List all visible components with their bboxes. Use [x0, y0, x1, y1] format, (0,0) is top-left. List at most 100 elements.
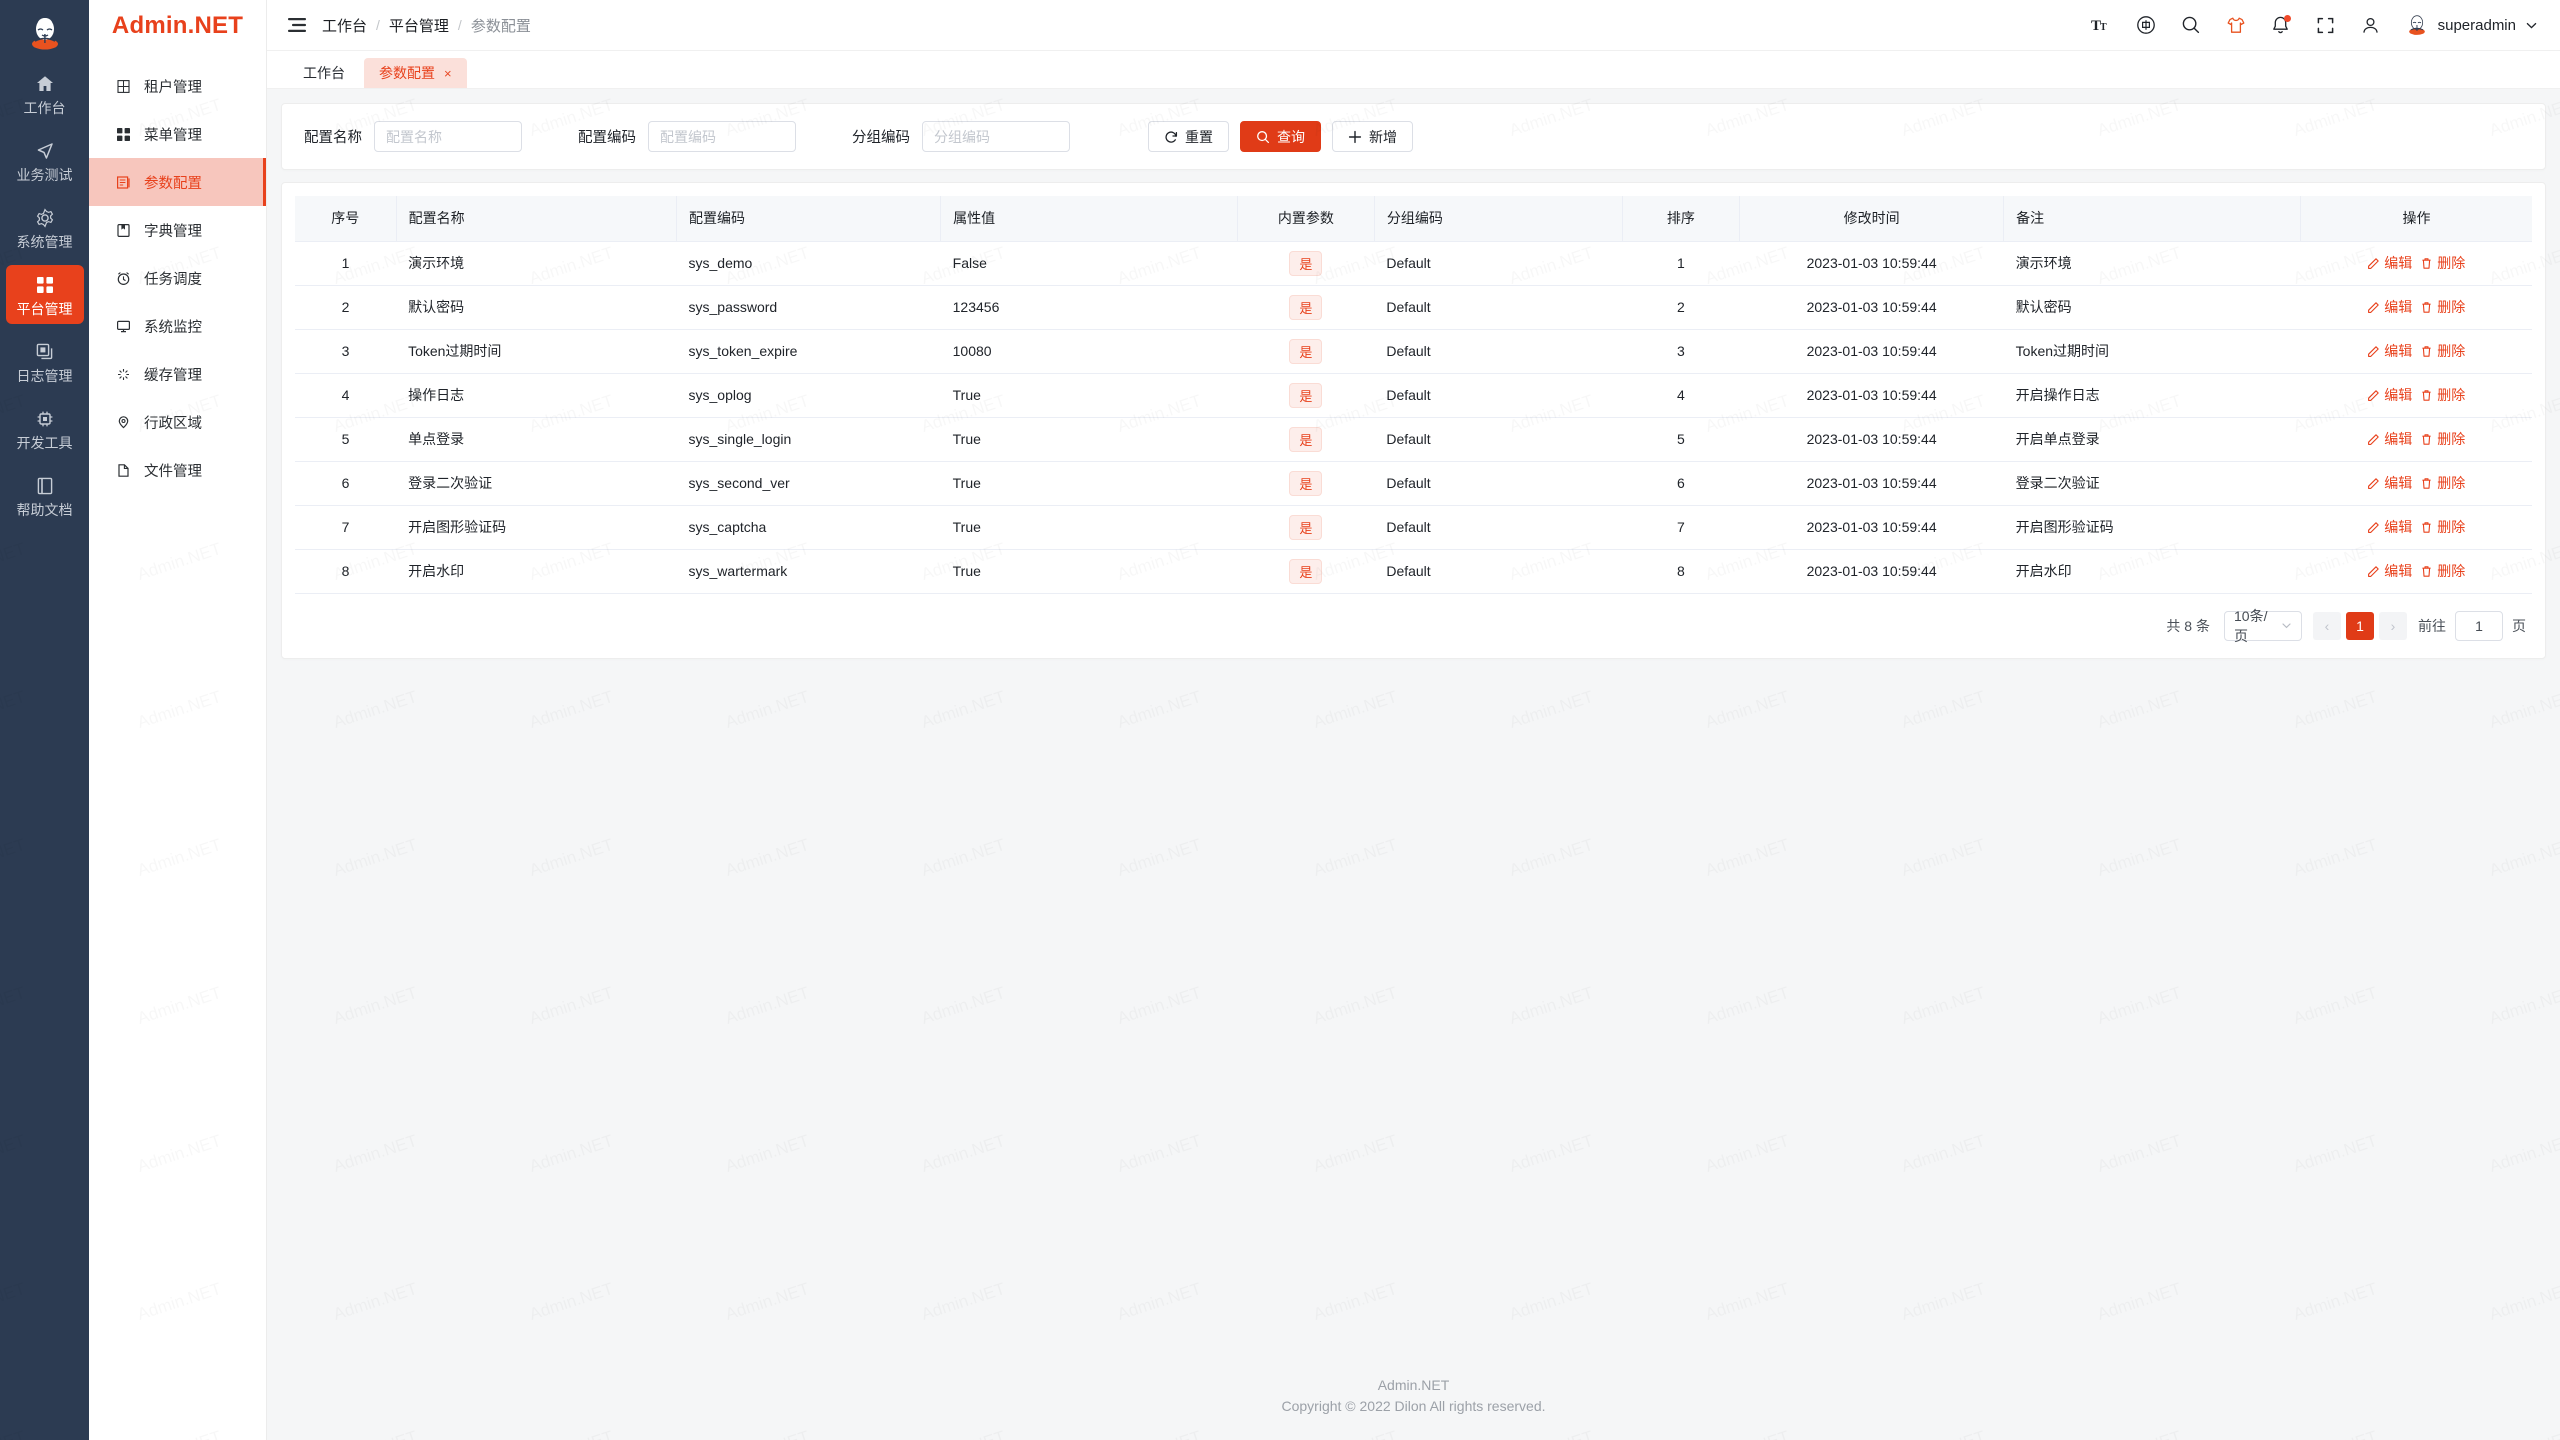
breadcrumb-item-1[interactable]: 平台管理	[388, 17, 449, 35]
cell-actions: 编辑 删除	[2300, 241, 2532, 286]
cell-order: 6	[1622, 461, 1740, 506]
trash-icon	[2420, 389, 2433, 402]
monitor-icon	[115, 318, 131, 334]
account-icon[interactable]	[2360, 14, 2382, 36]
th-seq: 序号	[295, 196, 397, 242]
edit-action[interactable]: 编辑	[2367, 561, 2412, 581]
tab-label: 工作台	[303, 65, 345, 81]
sidebar-item-dictionary[interactable]: 字典管理	[89, 206, 266, 254]
edit-action[interactable]: 编辑	[2367, 517, 2412, 537]
field-label: 配置编码	[578, 130, 636, 146]
edit-action[interactable]: 编辑	[2367, 297, 2412, 317]
page-size-select[interactable]: 10条/页	[2224, 608, 2302, 644]
trash-icon	[2420, 477, 2433, 490]
total-count-label: 共 8 条	[2166, 617, 2210, 634]
page-number-1[interactable]: 1	[2346, 611, 2374, 640]
table-row[interactable]: 6 登录二次验证 sys_second_ver True 是 Default 6 2023-0…	[295, 461, 2532, 506]
rail-item-help-docs[interactable]: 帮助文档	[6, 466, 84, 525]
delete-action[interactable]: 删除	[2420, 561, 2465, 581]
jump-page-input[interactable]	[2455, 610, 2503, 641]
delete-action[interactable]: 删除	[2420, 253, 2465, 273]
status-badge: 是	[1289, 558, 1323, 584]
add-button[interactable]: 新增	[1332, 121, 1413, 152]
rail-item-log-mgmt[interactable]: 日志管理	[6, 332, 84, 391]
edit-action[interactable]: 编辑	[2367, 385, 2412, 405]
query-button[interactable]: 查询	[1240, 121, 1321, 152]
edit-action[interactable]: 编辑	[2367, 253, 2412, 273]
user-menu[interactable]: superadmin	[2405, 13, 2538, 37]
cell-name: Token过期时间	[396, 329, 677, 374]
tab-workbench[interactable]: 工作台	[288, 58, 360, 88]
cell-actions: 编辑 删除	[2300, 417, 2532, 462]
theme-icon[interactable]	[2225, 14, 2247, 36]
sidebar-item-system-monitor[interactable]: 系统监控	[89, 302, 266, 350]
sidebar-item-task-schedule[interactable]: 任务调度	[89, 254, 266, 302]
next-page-button[interactable]: ›	[2379, 611, 2407, 640]
reset-button[interactable]: 重置	[1148, 121, 1229, 152]
cell-group: Default	[1374, 417, 1623, 462]
sidebar-item-admin-region[interactable]: 行政区域	[89, 398, 266, 446]
form-icon	[115, 174, 131, 190]
chevron-down-icon[interactable]	[2525, 19, 2538, 32]
cell-order: 1	[1622, 241, 1740, 286]
tab-param-config[interactable]: 参数配置 ×	[364, 58, 467, 88]
hamburger-icon[interactable]	[287, 15, 307, 35]
search-icon[interactable]	[2180, 14, 2202, 36]
cell-code: sys_single_login	[676, 417, 941, 462]
table-row[interactable]: 5 单点登录 sys_single_login True 是 Default 5 2023-0…	[295, 417, 2532, 462]
table-row[interactable]: 1 演示环境 sys_demo False 是 Default 1 2023-01-03 10…	[295, 241, 2532, 286]
sidebar-item-param-config[interactable]: 参数配置	[89, 158, 266, 206]
rail-item-system-mgmt[interactable]: 系统管理	[6, 198, 84, 257]
rail-item-business-test[interactable]: 业务测试	[6, 131, 84, 190]
table-row[interactable]: 7 开启图形验证码 sys_captcha True 是 Default 7 2023-01-…	[295, 505, 2532, 550]
sidebar-item-menu[interactable]: 菜单管理	[89, 110, 266, 158]
cell-code: sys_wartermark	[676, 549, 941, 594]
sidebar-item-file-mgmt[interactable]: 文件管理	[89, 446, 266, 494]
sidebar-item-cache-mgmt[interactable]: 缓存管理	[89, 350, 266, 398]
table-row[interactable]: 2 默认密码 sys_password 123456 是 Default 2 2023-01-…	[295, 285, 2532, 330]
cell-code: sys_demo	[676, 241, 941, 286]
notification-icon[interactable]	[2270, 14, 2292, 36]
cell-order: 2	[1622, 285, 1740, 330]
delete-action[interactable]: 删除	[2420, 473, 2465, 493]
edit-action[interactable]: 编辑	[2367, 429, 2412, 449]
delete-action[interactable]: 删除	[2420, 341, 2465, 361]
rail-item-label: 平台管理	[16, 301, 73, 317]
delete-action[interactable]: 删除	[2420, 385, 2465, 405]
edit-action[interactable]: 编辑	[2367, 341, 2412, 361]
config-name-input[interactable]	[374, 121, 522, 152]
trash-icon	[2420, 433, 2433, 446]
fullscreen-icon[interactable]	[2315, 14, 2337, 36]
config-code-input[interactable]	[648, 121, 796, 152]
cell-seq: 3	[295, 329, 397, 374]
book-icon	[115, 222, 131, 238]
footer-brand: Admin.NET	[1377, 1376, 1450, 1393]
breadcrumb-item-0[interactable]: 工作台	[322, 17, 368, 35]
language-icon[interactable]	[2135, 14, 2157, 36]
close-icon[interactable]: ×	[444, 65, 452, 81]
cell-value: 123456	[940, 285, 1238, 330]
table-row[interactable]: 4 操作日志 sys_oplog True 是 Default 4 2023-01-03 10…	[295, 373, 2532, 418]
prev-page-button[interactable]: ‹	[2313, 611, 2341, 640]
svg-text:T: T	[2100, 22, 2107, 33]
rail-item-label: 业务测试	[16, 167, 73, 183]
delete-action[interactable]: 删除	[2420, 429, 2465, 449]
field-label: 配置名称	[304, 130, 362, 146]
cell-seq: 4	[295, 373, 397, 418]
edit-action[interactable]: 编辑	[2367, 473, 2412, 493]
table-row[interactable]: 3 Token过期时间 sys_token_expire 10080 是 Default 3…	[295, 329, 2532, 374]
rail-item-platform-mgmt[interactable]: 平台管理	[5, 265, 84, 324]
th-actions: 操作	[2300, 196, 2532, 242]
rail-item-dev-tools[interactable]: 开发工具	[6, 399, 84, 458]
cell-order: 8	[1622, 549, 1740, 594]
cell-time: 2023-01-03 10:59:44	[1739, 285, 2004, 330]
cell-seq: 1	[295, 241, 397, 286]
table-row[interactable]: 8 开启水印 sys_wartermark True 是 Default 8 2023-01-…	[295, 549, 2532, 594]
group-code-input[interactable]	[922, 121, 1070, 152]
sidebar-item-tenant[interactable]: 租户管理	[89, 62, 266, 110]
rail-item-workbench[interactable]: 工作台	[6, 64, 84, 123]
delete-action[interactable]: 删除	[2420, 297, 2465, 317]
delete-action[interactable]: 删除	[2420, 517, 2465, 537]
cell-group: Default	[1374, 329, 1623, 374]
